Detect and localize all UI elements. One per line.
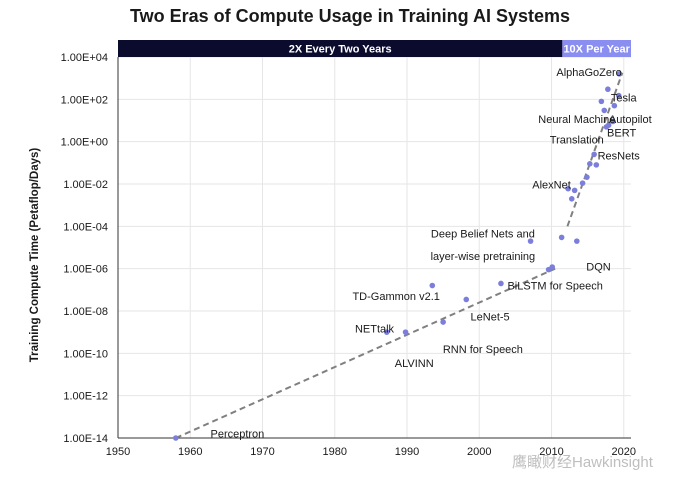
x-tick-label: 1960 — [178, 446, 202, 458]
y-tick-label: 1.00E-14 — [63, 433, 108, 445]
era-band — [562, 40, 631, 57]
data-point — [440, 319, 446, 325]
data-point — [402, 329, 409, 335]
y-tick-label: 1.00E+04 — [61, 52, 108, 64]
y-tick-label: 1.00E+00 — [61, 137, 108, 149]
annotation-label: NETtalk — [355, 323, 395, 335]
chart-title: Two Eras of Compute Usage in Training AI… — [129, 6, 571, 26]
data-point — [173, 435, 179, 441]
data-point — [558, 234, 565, 241]
y-tick-label: 1.00E+02 — [61, 94, 108, 106]
annotation-label: Autopilot — [609, 114, 652, 126]
data-points — [173, 71, 623, 441]
era-band — [118, 40, 563, 57]
data-point — [429, 282, 436, 289]
data-point — [574, 238, 580, 244]
x-tick-label: 1980 — [323, 446, 347, 458]
data-point — [591, 151, 597, 158]
x-tick-label: 2000 — [467, 446, 491, 458]
x-tick-label: 1950 — [106, 446, 130, 458]
annotation-label: ResNets — [598, 151, 641, 163]
annotation-label: BiLSTM for Speech — [507, 281, 602, 293]
data-point — [571, 187, 578, 194]
annotation-label: Tesla — [611, 93, 638, 105]
data-point — [610, 118, 616, 125]
annotation-label: layer-wise pretraining — [431, 251, 536, 263]
data-point — [587, 161, 593, 167]
data-point — [616, 71, 623, 77]
annotation-label: Neural Machine — [538, 114, 615, 126]
data-point — [383, 329, 390, 335]
x-tick-label: 2020 — [612, 446, 636, 458]
era-banner: 2X Every Two Years 10X Per Year — [118, 40, 631, 57]
annotation-label: AlphaGoZero — [556, 67, 621, 79]
annotation-label: ALVINN — [395, 358, 434, 370]
annotation-label: TD-Gammon v2.1 — [352, 291, 439, 303]
annotation-label: BERT — [607, 128, 636, 140]
data-point — [584, 174, 590, 180]
annotation-label: DQN — [586, 261, 611, 273]
y-axis-label: Training Compute Time (Petaflop/Days) — [29, 148, 41, 363]
data-point — [611, 102, 618, 109]
data-point — [615, 92, 622, 99]
data-point — [593, 162, 600, 168]
data-point — [463, 296, 470, 303]
axes: 1.00E-14 1.00E-12 1.00E-10 1.00E-08 1.00E-06… — [61, 52, 636, 458]
era-label: 10X Per Year — [563, 44, 630, 56]
x-tick-label: 1970 — [250, 446, 274, 458]
y-tick-label: 1.00E-10 — [63, 348, 108, 360]
annotation-label: Deep Belief Nets and — [431, 229, 535, 241]
annotation-label: Translation — [550, 134, 604, 146]
y-tick-label: 1.00E-06 — [63, 264, 108, 276]
data-point — [579, 180, 586, 186]
annotations: Perceptron NETtalk ALVINN TD-Gammon v2.1 RNN… — [210, 67, 651, 441]
data-point — [598, 98, 605, 105]
y-tick-label: 1.00E-02 — [63, 179, 108, 191]
data-point — [549, 264, 556, 270]
watermark: 鹰瞰财经Hawkinsight — [512, 454, 654, 471]
data-point — [605, 122, 612, 128]
data-point — [527, 238, 534, 244]
data-point — [601, 107, 608, 114]
data-point — [605, 86, 611, 93]
annotation-label: AlexNet — [532, 179, 571, 191]
y-tick-label: 1.00E-08 — [63, 306, 108, 318]
era-label: 2X Every Two Years — [289, 44, 392, 56]
data-point — [565, 185, 571, 192]
data-point — [568, 195, 575, 202]
trend-lines — [175, 72, 624, 439]
annotation-label: LeNet-5 — [471, 311, 510, 323]
y-tick-label: 1.00E-04 — [63, 221, 108, 233]
x-tick-label: 1990 — [395, 446, 419, 458]
annotation-label: RNN for Speech — [443, 344, 523, 356]
annotation-label: Perceptron — [210, 429, 264, 441]
x-tick-label: 2010 — [539, 446, 563, 458]
trend-line — [566, 72, 624, 227]
y-tick-label: 1.00E-12 — [63, 391, 108, 403]
data-point — [498, 280, 504, 287]
